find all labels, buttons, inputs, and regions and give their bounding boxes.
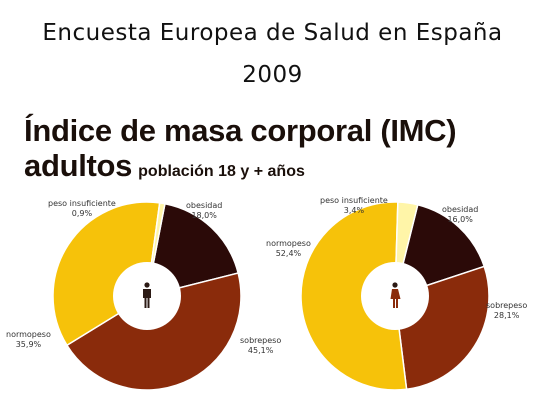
female-figure-icon: [390, 282, 401, 308]
survey-title: Encuesta Europea de Salud en España: [42, 20, 503, 46]
survey-year: 2009: [242, 62, 303, 88]
pie2-label-obesidad: obesidad 16,0%: [442, 205, 479, 224]
chart-title-adults: adultos: [24, 148, 133, 183]
pie1-label-normopeso: normopeso 35,9%: [6, 330, 51, 349]
pie1-label-peso-insuficiente: peso insuficiente 0,9%: [48, 199, 116, 218]
chart-subtitle: población 18 y + años: [138, 163, 305, 180]
pie2-label-normopeso: normopeso 52,4%: [266, 239, 311, 258]
pie2-label-sobrepeso: sobrepeso 28,1%: [486, 301, 528, 320]
chart-title: Índice de masa corporal (IMC): [24, 113, 457, 148]
male-figure-icon: [143, 282, 151, 308]
pie1-slice-normopeso: [52, 201, 161, 347]
pie1-slice-sobrepeso: [65, 272, 242, 391]
pie2-label-peso-insuficiente: peso insuficiente 3,4%: [320, 196, 388, 215]
pie1-label-sobrepeso: sobrepeso 45,1%: [240, 336, 282, 355]
chart-title-line2: adultos población 18 y + años: [24, 148, 305, 184]
pie1-label-obesidad: obesidad 18,0%: [186, 201, 223, 220]
pie2-slice-normopeso: [300, 201, 408, 391]
